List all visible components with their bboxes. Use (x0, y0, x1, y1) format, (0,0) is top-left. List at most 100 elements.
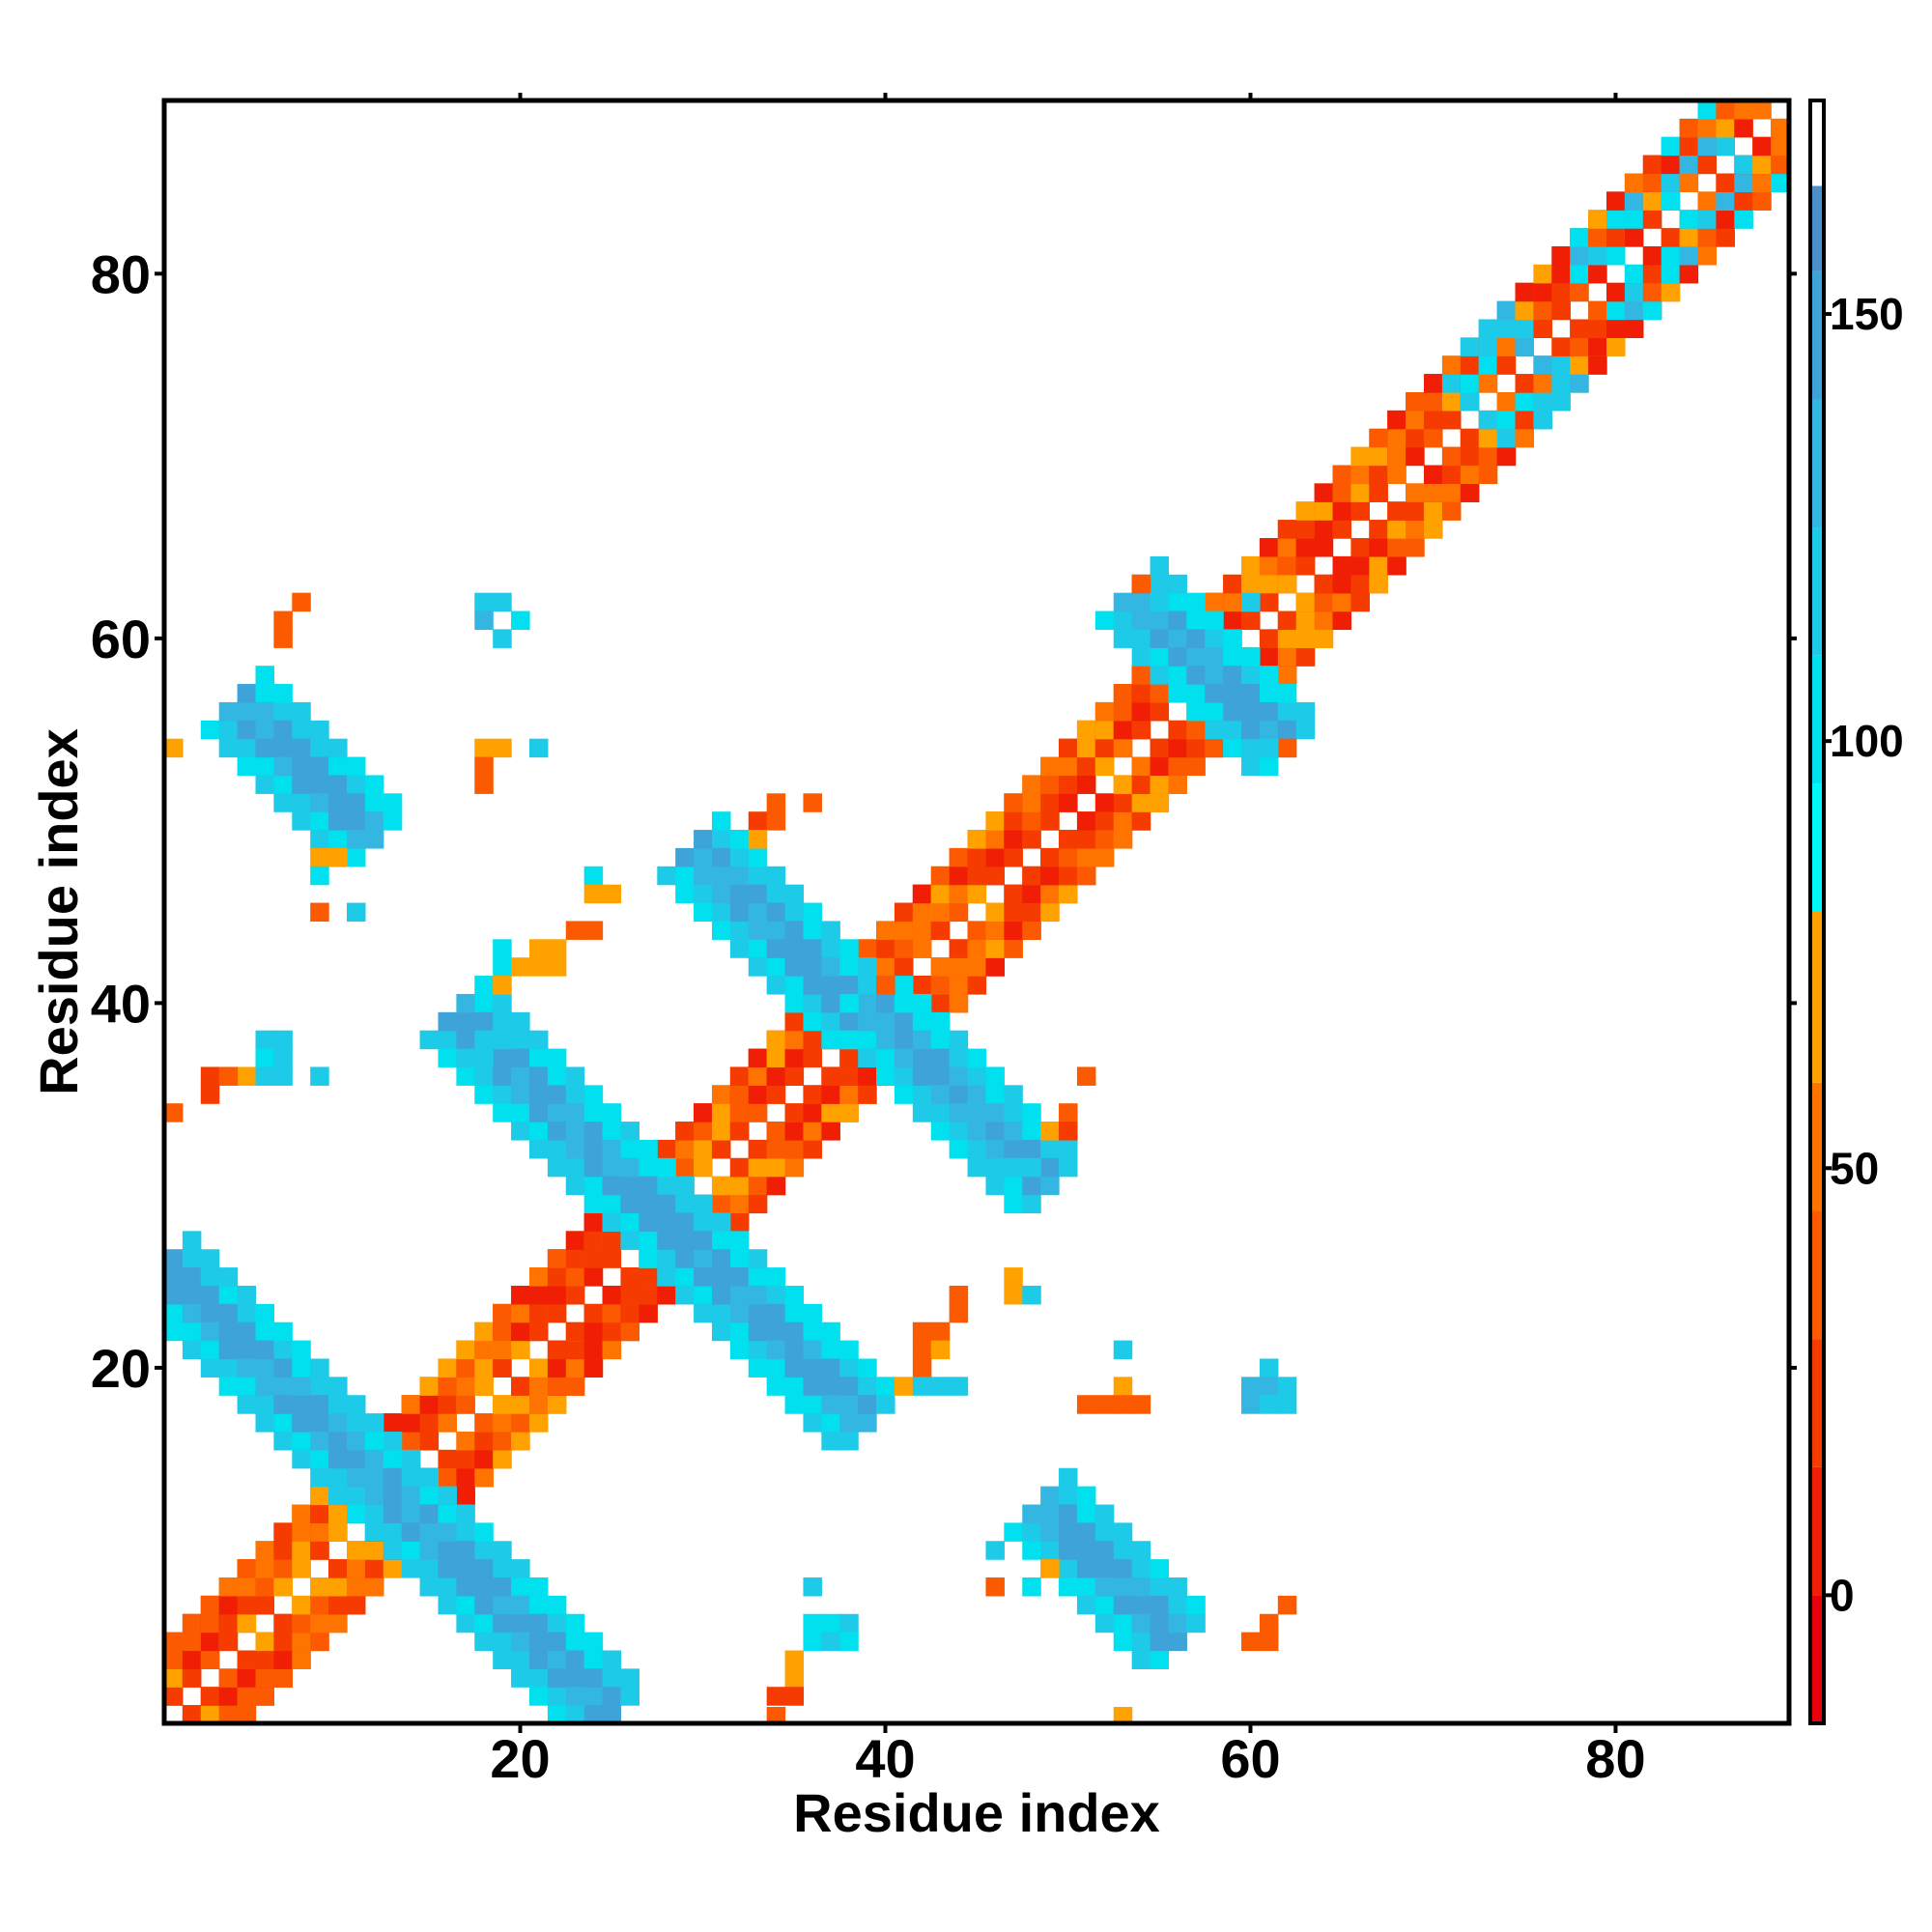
heatmap-cell (364, 1522, 384, 1542)
heatmap-cell (292, 1595, 311, 1615)
heatmap-cell (493, 592, 512, 612)
heatmap-cell (474, 1467, 494, 1488)
heatmap-cell (729, 1340, 750, 1360)
heatmap-cell (876, 1011, 895, 1032)
heatmap-cell (876, 1377, 895, 1396)
heatmap-cell (803, 1103, 822, 1122)
heatmap-cell (1113, 1577, 1133, 1597)
heatmap-cell (1094, 1595, 1115, 1615)
heatmap-cell (839, 993, 859, 1013)
heatmap-cell (547, 1139, 567, 1159)
heatmap-cell (1131, 1559, 1151, 1578)
heatmap-cell (1186, 720, 1206, 740)
heatmap-cell (1150, 701, 1170, 722)
heatmap-cell (803, 1340, 822, 1360)
heatmap-cell (273, 1395, 293, 1414)
heatmap-cell (985, 1122, 1005, 1141)
heatmap-cell (182, 1303, 202, 1323)
heatmap-cell (528, 1668, 549, 1688)
heatmap-cell (711, 921, 731, 940)
heatmap-cell (1004, 1522, 1023, 1542)
heatmap-cell (1588, 319, 1607, 338)
heatmap-cell (1716, 136, 1735, 156)
heatmap-cell (1113, 720, 1133, 740)
heatmap-cell (1113, 1632, 1133, 1652)
heatmap-cell (547, 1157, 567, 1178)
heatmap-cell (639, 1139, 658, 1159)
heatmap-cell (1406, 410, 1425, 430)
heatmap-cell (547, 1632, 567, 1652)
heatmap-cell (985, 939, 1005, 958)
heatmap-cell (583, 1157, 604, 1178)
heatmap-cell (218, 1267, 239, 1287)
heatmap-cell (401, 1467, 421, 1488)
heatmap-cell (675, 866, 695, 886)
heatmap-cell (273, 1541, 293, 1560)
heatmap-cell (1205, 629, 1224, 648)
heatmap-cell (474, 1595, 494, 1615)
heatmap-cell (310, 1066, 329, 1086)
heatmap-cell (456, 1613, 475, 1634)
heatmap-cell (255, 1668, 274, 1688)
heatmap-cell (1406, 538, 1425, 557)
heatmap-cell (273, 738, 293, 758)
heatmap-cell (1515, 428, 1535, 448)
heatmap-cell (675, 1157, 695, 1178)
heatmap-cell (1168, 738, 1187, 758)
heatmap-cell (493, 939, 512, 958)
heatmap-cell (511, 1030, 530, 1050)
heatmap-cell (784, 1285, 805, 1305)
heatmap-cell (1223, 611, 1242, 631)
heatmap-cell (1076, 847, 1096, 867)
heatmap-cell (1094, 1559, 1115, 1578)
heatmap-cell (930, 1066, 951, 1086)
heatmap-cell (1295, 501, 1316, 521)
heatmap-cell (1624, 282, 1644, 302)
heatmap-cell (1259, 666, 1279, 685)
heatmap-cell (255, 1650, 274, 1669)
heatmap-cell (164, 1285, 184, 1305)
heatmap-cell (273, 1613, 293, 1634)
heatmap-cell (1131, 720, 1151, 740)
heatmap-cell (1642, 300, 1662, 321)
heatmap-cell (602, 1122, 622, 1141)
heatmap-cell (218, 701, 239, 722)
axis-ticks: 20 40 60 80 20 40 60 80 (91, 93, 1797, 1789)
heatmap-cell (310, 1413, 329, 1433)
heatmap-cell (1406, 446, 1425, 467)
heatmap-cell (930, 921, 951, 940)
heatmap-cell (1624, 173, 1644, 192)
heatmap-cell (1004, 1194, 1023, 1214)
heatmap-cell (583, 1176, 604, 1196)
heatmap-cell (1131, 647, 1151, 667)
heatmap-cell (310, 847, 329, 867)
heatmap-cell (748, 1103, 768, 1122)
heatmap-cell (930, 957, 951, 977)
colorbar-band (1810, 783, 1824, 912)
heatmap-cell (821, 1321, 840, 1342)
heatmap-cell (1186, 592, 1206, 612)
heatmap-cell (602, 1340, 622, 1360)
heatmap-cell (547, 1687, 567, 1706)
heatmap-cell (1295, 701, 1316, 722)
heatmap-cell (1022, 1541, 1041, 1560)
heatmap-cell (456, 1395, 475, 1414)
heatmap-cell (237, 756, 257, 777)
heatmap-cell (547, 1705, 567, 1724)
heatmap-cell (511, 1011, 530, 1032)
heatmap-cell (803, 793, 822, 812)
heatmap-cell (474, 1030, 494, 1050)
heatmap-cell (784, 1668, 805, 1688)
heatmap-cell (784, 1377, 805, 1396)
heatmap-cell (675, 1212, 695, 1232)
heatmap-cell (1131, 684, 1151, 703)
heatmap-cell (748, 811, 768, 831)
heatmap-cell (620, 1157, 639, 1178)
heatmap-cell (639, 1267, 658, 1287)
heatmap-cell (1551, 264, 1571, 284)
heatmap-cell (182, 1321, 202, 1342)
colorbar-band (1810, 655, 1824, 784)
heatmap-cell (839, 957, 859, 977)
heatmap-cell (164, 1632, 184, 1652)
heatmap-cell (766, 939, 786, 958)
